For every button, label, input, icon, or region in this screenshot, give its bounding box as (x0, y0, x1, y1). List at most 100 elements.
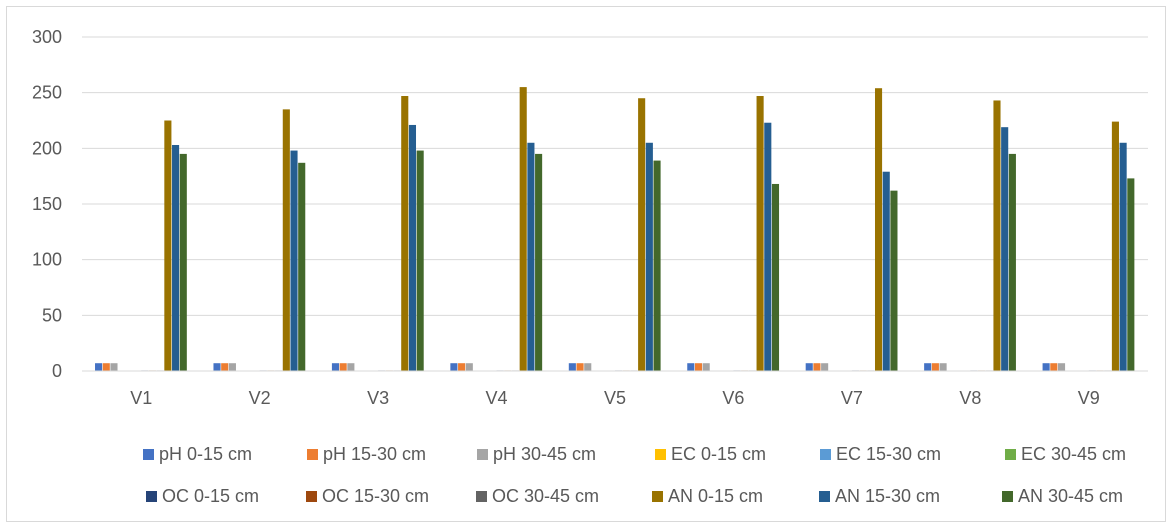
bar-v2-ph-30-45-cm (228, 363, 236, 371)
y-tick-label-0: 0 (52, 361, 62, 381)
bar-v3-an-30-45-cm (416, 150, 424, 371)
legend-swatch-ec-15-30-cm (820, 449, 831, 460)
gridlines (82, 36, 1148, 316)
bar-v6-an-0-15-cm (756, 96, 764, 372)
x-tick-label-v1: V1 (130, 388, 152, 408)
bar-v9-ph-30-45-cm (1057, 363, 1066, 371)
bar-v5-an-0-15-cm (638, 98, 646, 371)
bar-v6-ph-15-30-cm (694, 363, 703, 371)
x-tick-label-v7: V7 (841, 388, 863, 408)
legend-label-ec-30-45-cm: EC 30-45 cm (1021, 444, 1126, 464)
bar-v1-an-0-15-cm (164, 120, 172, 371)
bar-v9-ph-0-15-cm (1042, 363, 1050, 371)
bar-v7-an-0-15-cm (874, 88, 883, 372)
bar-v2-ph-15-30-cm (221, 363, 229, 371)
bar-v1-ph-0-15-cm (95, 363, 103, 371)
chart-frame (6, 6, 1166, 522)
bar-v1-an-15-30-cm (172, 144, 180, 371)
x-tick-label-v4: V4 (486, 388, 508, 408)
x-tick-label-v6: V6 (722, 388, 744, 408)
bar-v1-ph-30-45-cm (110, 363, 118, 371)
bar-v4-ph-15-30-cm (458, 363, 466, 371)
legend-swatch-ph-30-45-cm (477, 449, 488, 460)
legend-swatch-oc-0-15-cm (146, 491, 157, 502)
legend-label-ec-15-30-cm: EC 15-30 cm (836, 444, 941, 464)
legend-item-ec-30-45-cm: EC 30-45 cm (1005, 444, 1126, 464)
bar-v8-an-30-45-cm (1008, 153, 1016, 371)
bar-v5-ph-0-15-cm (568, 363, 576, 371)
y-tick-label-300: 300 (32, 27, 62, 47)
bar-v1-an-30-45-cm (179, 153, 187, 371)
bar-v9-ph-15-30-cm (1050, 363, 1058, 371)
bar-v5-an-15-30-cm (645, 142, 653, 371)
legend-swatch-ec-30-45-cm (1005, 449, 1016, 460)
bar-v4-ph-0-15-cm (450, 363, 458, 371)
bar-v8-an-0-15-cm (993, 100, 1001, 372)
legend-item-ph-15-30-cm: pH 15-30 cm (307, 444, 426, 464)
bar-v3-ph-0-15-cm (331, 363, 340, 371)
bar-v3-an-15-30-cm (408, 124, 417, 371)
bar-v3-an-0-15-cm (401, 96, 409, 372)
legend-item-ec-0-15-cm: EC 0-15 cm (655, 444, 766, 464)
bar-v6-an-30-45-cm (771, 183, 780, 371)
bar-v7-an-15-30-cm (882, 171, 890, 371)
legend-swatch-ec-0-15-cm (655, 449, 666, 460)
bar-v8-ph-30-45-cm (939, 363, 947, 371)
bar-v8-ph-0-15-cm (924, 363, 932, 371)
bar-v4-an-15-30-cm (527, 142, 535, 371)
legend-swatch-oc-30-45-cm (476, 491, 487, 502)
legend-label-oc-15-30-cm: OC 15-30 cm (322, 486, 429, 506)
y-tick-label-200: 200 (32, 138, 62, 158)
legend-label-ec-0-15-cm: EC 0-15 cm (671, 444, 766, 464)
x-tick-label-v2: V2 (249, 388, 271, 408)
y-tick-label-150: 150 (32, 194, 62, 214)
bar-v4-an-0-15-cm (519, 87, 527, 371)
legend: pH 0-15 cm pH 15-30 cm pH 30-45 cm EC 0-15 … (143, 444, 1126, 506)
x-tick-label-v9: V9 (1078, 388, 1100, 408)
x-tick-label-v5: V5 (604, 388, 626, 408)
legend-label-ph-30-45-cm: pH 30-45 cm (493, 444, 596, 464)
bar-v3-ph-15-30-cm (339, 363, 347, 371)
bar-v5-ph-15-30-cm (576, 363, 584, 371)
legend-label-an-0-15-cm: AN 0-15 cm (668, 486, 763, 506)
legend-item-oc-30-45-cm: OC 30-45 cm (476, 486, 599, 506)
legend-item-an-15-30-cm: AN 15-30 cm (819, 486, 940, 506)
legend-item-ec-15-30-cm: EC 15-30 cm (820, 444, 941, 464)
legend-label-oc-30-45-cm: OC 30-45 cm (492, 486, 599, 506)
bar-v4-an-30-45-cm (535, 153, 543, 371)
legend-label-ph-0-15-cm: pH 0-15 cm (159, 444, 252, 464)
bar-v6-ph-30-45-cm (702, 363, 710, 371)
legend-item-an-30-45-cm: AN 30-45 cm (1002, 486, 1123, 506)
bar-v2-an-0-15-cm (282, 109, 290, 371)
bar-v9-an-0-15-cm (1111, 121, 1119, 371)
legend-swatch-an-0-15-cm (652, 491, 663, 502)
x-axis-ticks: V1 V2 V3 V4 V5 V6 V7 V8 V9 (130, 388, 1100, 408)
bar-v7-ph-30-45-cm (821, 363, 829, 371)
bar-v3-ph-30-45-cm (347, 363, 355, 371)
legend-label-ph-15-30-cm: pH 15-30 cm (323, 444, 426, 464)
legend-swatch-oc-15-30-cm (306, 491, 317, 502)
y-tick-label-250: 250 (32, 83, 62, 103)
y-axis-ticks: 0 50 100 150 200 250 300 (32, 27, 62, 381)
y-tick-label-100: 100 (32, 250, 62, 270)
bar-v1-ph-15-30-cm (102, 363, 110, 371)
legend-item-oc-0-15-cm: OC 0-15 cm (146, 486, 259, 506)
bar-v5-ph-30-45-cm (584, 363, 592, 371)
legend-label-oc-0-15-cm: OC 0-15 cm (162, 486, 259, 506)
bar-v6-ph-0-15-cm (687, 363, 695, 371)
bar-v4-ph-30-45-cm (465, 363, 473, 371)
legend-swatch-an-30-45-cm (1002, 491, 1013, 502)
bar-v6-an-15-30-cm (764, 122, 772, 371)
legend-label-an-15-30-cm: AN 15-30 cm (835, 486, 940, 506)
bar-v7-ph-0-15-cm (805, 363, 813, 371)
legend-item-oc-15-30-cm: OC 15-30 cm (306, 486, 429, 506)
bar-v2-ph-0-15-cm (213, 363, 221, 371)
legend-item-ph-30-45-cm: pH 30-45 cm (477, 444, 596, 464)
bar-v8-an-15-30-cm (1001, 127, 1009, 372)
bar-v8-ph-15-30-cm (931, 363, 939, 371)
x-tick-label-v3: V3 (367, 388, 389, 408)
legend-swatch-ph-15-30-cm (307, 449, 318, 460)
bars (95, 87, 1135, 372)
bar-v7-ph-15-30-cm (813, 363, 821, 371)
